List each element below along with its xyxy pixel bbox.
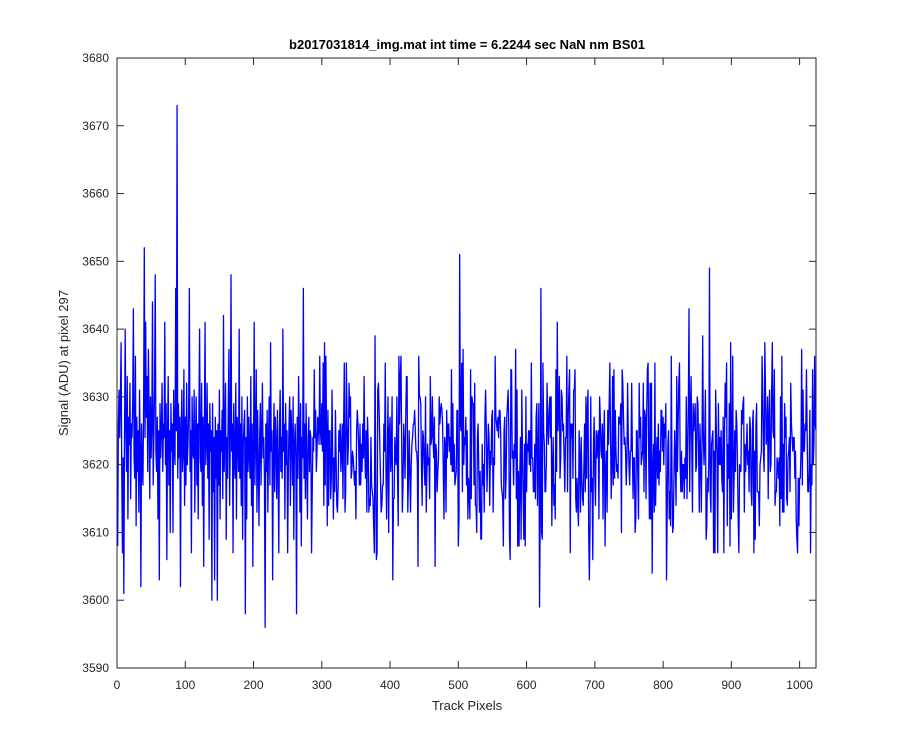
x-tick-label: 500 [448,678,468,692]
y-axis-label: Signal (ADU) at pixel 297 [56,290,71,436]
y-tick-label: 3670 [82,119,109,133]
x-tick-label: 0 [114,678,121,692]
x-tick-label: 300 [312,678,332,692]
x-tick-label: 200 [244,678,264,692]
series-line-0 [117,104,817,628]
y-tick-label: 3650 [82,254,109,268]
plot-area: 0 100 200 300 400 500 600 700 800 900 1000 3590 3600… [82,51,817,692]
x-axis-label: Track Pixels [432,698,503,713]
chart-title: b2017031814_img.mat int time = 6.2244 se… [289,37,645,52]
y-tick-label: 3640 [82,322,109,336]
series-layer [117,104,817,628]
y-tick-label: 3590 [82,661,109,675]
x-tick-label: 600 [517,678,537,692]
y-tick-label: 3680 [82,51,109,65]
y-tick-label: 3660 [82,187,109,201]
x-tick-label: 900 [721,678,741,692]
x-tick-label: 100 [175,678,195,692]
x-tick-label: 700 [585,678,605,692]
tick-layer: 0 100 200 300 400 500 600 700 800 900 1000 3590 3600… [82,51,816,692]
x-tick-label: 400 [380,678,400,692]
x-tick-label: 1000 [786,678,813,692]
y-tick-label: 3630 [82,390,109,404]
y-tick-label: 3620 [82,458,109,472]
y-tick-label: 3600 [82,593,109,607]
axes-frame [116,57,817,669]
y-tick-label: 3610 [82,525,109,539]
x-tick-label: 800 [653,678,673,692]
